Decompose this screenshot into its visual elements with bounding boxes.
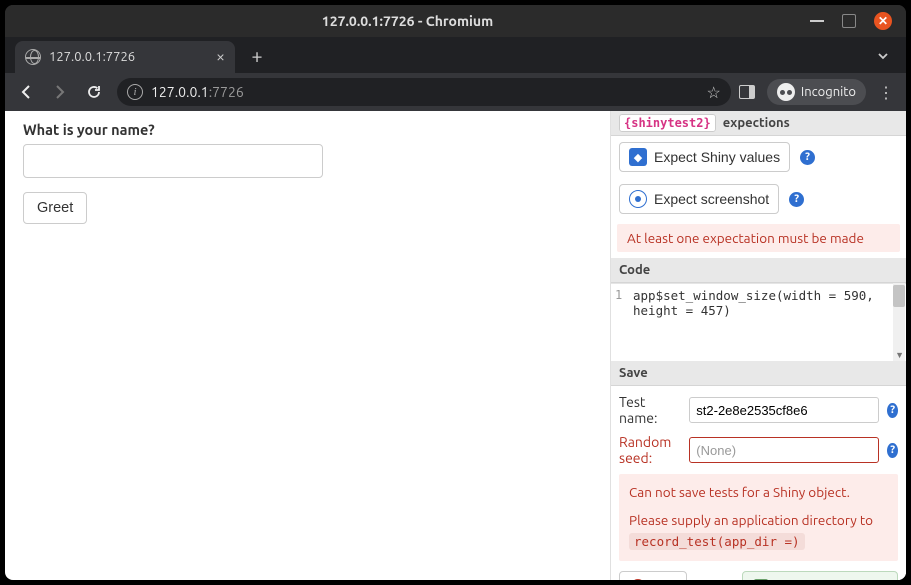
random-seed-label: Random seed: xyxy=(619,434,683,466)
tab-close-icon[interactable]: × xyxy=(216,48,225,66)
expect-screenshot-row: Expect screenshot ? xyxy=(611,178,906,220)
chromium-window: 127.0.0.1:7726 - Chromium ✕ 127.0.0.1:77… xyxy=(5,5,906,580)
toolbar-right: Incognito ⋮ xyxy=(739,79,900,105)
line-number: 1 xyxy=(615,288,622,302)
save-error-line2: Please supply an application directory t… xyxy=(629,512,873,528)
back-button[interactable] xyxy=(11,77,41,107)
incognito-icon xyxy=(777,83,795,101)
code-editor[interactable]: 1 app$set_window_size(width = 590, heigh… xyxy=(611,283,906,361)
save-error-line2-wrap: Please supply an application directory t… xyxy=(629,510,888,553)
save-section: Test name: ? Random seed: ? Can not save… xyxy=(611,386,906,580)
tab-strip: 127.0.0.1:7726 × + xyxy=(5,37,906,73)
incognito-label: Incognito xyxy=(801,85,856,99)
expect-shiny-values-button[interactable]: ◆ Expect Shiny values xyxy=(619,142,790,172)
new-tab-button[interactable]: + xyxy=(245,45,269,69)
help-icon[interactable]: ? xyxy=(789,192,804,207)
tabs-overflow-icon[interactable] xyxy=(876,49,890,67)
scrollbar-thumb[interactable] xyxy=(893,285,905,307)
random-seed-row: Random seed: ? xyxy=(619,434,898,466)
bookmark-icon[interactable]: ☆ xyxy=(707,83,721,102)
tab-title: 127.0.0.1:7726 xyxy=(49,50,208,64)
expectation-warning: At least one expectation must be made xyxy=(617,224,900,252)
page-content: What is your name? Greet {shinytest2} ex… xyxy=(5,111,906,580)
greet-button[interactable]: Greet xyxy=(23,192,87,224)
site-info-icon[interactable]: i xyxy=(127,84,143,100)
test-name-input[interactable] xyxy=(689,397,879,423)
package-tag: {shinytest2} xyxy=(619,114,716,132)
exit-button[interactable]: ✕ Exit xyxy=(619,571,687,580)
test-name-label: Test name: xyxy=(619,394,683,426)
minimize-icon[interactable] xyxy=(810,20,824,22)
browser-tab[interactable]: 127.0.0.1:7726 × xyxy=(15,41,235,73)
window-controls: ✕ xyxy=(810,12,906,30)
code-header: Code xyxy=(611,258,906,283)
address-bar[interactable]: i 127.0.0.1:7726 ☆ xyxy=(117,78,731,106)
save-test-button[interactable]: Save test and exit xyxy=(742,571,898,580)
shiny-icon: ◆ xyxy=(629,148,647,166)
maximize-icon[interactable] xyxy=(842,14,856,28)
incognito-badge[interactable]: Incognito xyxy=(767,79,866,105)
exit-label: Exit xyxy=(652,578,675,580)
toolbar: i 127.0.0.1:7726 ☆ Incognito ⋮ xyxy=(5,73,906,111)
window-titlebar: 127.0.0.1:7726 - Chromium ✕ xyxy=(5,5,906,37)
menu-icon[interactable]: ⋮ xyxy=(878,83,894,102)
close-icon[interactable]: ✕ xyxy=(874,12,892,30)
save-error: Can not save tests for a Shiny object. P… xyxy=(619,474,898,561)
globe-icon xyxy=(25,49,41,65)
code-text[interactable]: 1 app$set_window_size(width = 590, heigh… xyxy=(611,283,906,361)
save-icon xyxy=(754,579,768,580)
shiny-app-pane: What is your name? Greet xyxy=(5,111,610,580)
help-icon[interactable]: ? xyxy=(887,403,898,418)
reload-button[interactable] xyxy=(79,77,109,107)
scroll-down-icon[interactable]: ▼ xyxy=(895,350,904,360)
expectations-header: {shinytest2} expections xyxy=(611,111,906,136)
save-error-code: record_test(app_dir =) xyxy=(629,533,805,550)
forward-button[interactable] xyxy=(45,77,75,107)
expect-screenshot-label: Expect screenshot xyxy=(654,191,769,207)
expect-values-row: ◆ Expect Shiny values ? xyxy=(611,136,906,178)
expect-screenshot-button[interactable]: Expect screenshot xyxy=(619,184,779,214)
random-seed-input[interactable] xyxy=(689,437,879,463)
url-text: 127.0.0.1:7726 xyxy=(151,84,699,100)
shinytest2-sidebar: {shinytest2} expections ◆ Expect Shiny v… xyxy=(610,111,906,580)
save-label: Save test and exit xyxy=(775,578,886,580)
save-error-line1: Can not save tests for a Shiny object. xyxy=(629,482,888,504)
test-name-row: Test name: ? xyxy=(619,394,898,426)
expect-values-label: Expect Shiny values xyxy=(654,149,780,165)
exit-icon: ✕ xyxy=(631,579,645,580)
name-input[interactable] xyxy=(23,144,323,178)
panel-icon[interactable] xyxy=(739,85,755,99)
camera-icon xyxy=(629,190,647,208)
expectations-title: expections xyxy=(723,116,790,130)
help-icon[interactable]: ? xyxy=(800,150,815,165)
name-label: What is your name? xyxy=(23,121,592,138)
window-title: 127.0.0.1:7726 - Chromium xyxy=(5,13,810,29)
help-icon[interactable]: ? xyxy=(887,443,898,458)
save-header: Save xyxy=(611,361,906,386)
save-buttons: ✕ Exit Save test and exit xyxy=(619,569,898,580)
